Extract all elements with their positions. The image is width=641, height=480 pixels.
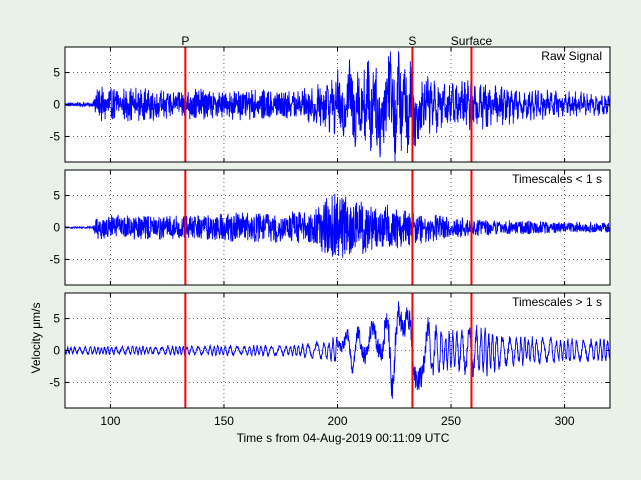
panel-label: Timescales > 1 s xyxy=(512,295,602,309)
phase-label: P xyxy=(181,34,189,48)
x-tick-label: 100 xyxy=(100,414,120,428)
panel-long: -5 0 5 Timescales > 1 s 100 150 200 250 300 xyxy=(49,292,611,428)
y-tick-label: -5 xyxy=(49,252,60,266)
y-tick-label: 0 xyxy=(53,344,60,358)
phase-label: Surface xyxy=(451,34,493,48)
phase-label: S xyxy=(408,34,416,48)
panel-raw: -5 0 5 Raw Signal xyxy=(49,46,611,163)
x-tick-label: 200 xyxy=(327,414,347,428)
waveform-series xyxy=(65,193,610,258)
y-tick-label: 0 xyxy=(53,98,60,112)
y-tick-label: -5 xyxy=(49,375,60,389)
panel-label: Raw Signal xyxy=(541,49,602,63)
x-tick-label: 150 xyxy=(214,414,234,428)
panel-short: -5 0 5 Timescales < 1 s xyxy=(49,169,611,286)
panels-layer: -5 0 5 Raw Signal -5 0 5 Timescales < 1 s -5 0 5 Ti… xyxy=(49,46,611,428)
x-tick-label: 300 xyxy=(555,414,575,428)
y-tick-label: 5 xyxy=(53,312,60,326)
waveform-series xyxy=(65,51,610,162)
x-tick-label: 250 xyxy=(441,414,461,428)
x-axis-label: Time s from 04-Aug-2019 00:11:09 UTC xyxy=(237,431,450,445)
y-tick-label: 0 xyxy=(53,221,60,235)
y-tick-label: 5 xyxy=(53,66,60,80)
phase-labels: P S Surface xyxy=(181,34,492,48)
y-tick-label: -5 xyxy=(49,129,60,143)
y-axis-label: Velocity μm/s xyxy=(29,303,43,374)
waveform-series xyxy=(65,301,610,399)
panel-label: Timescales < 1 s xyxy=(512,172,602,186)
y-tick-label: 5 xyxy=(53,189,60,203)
